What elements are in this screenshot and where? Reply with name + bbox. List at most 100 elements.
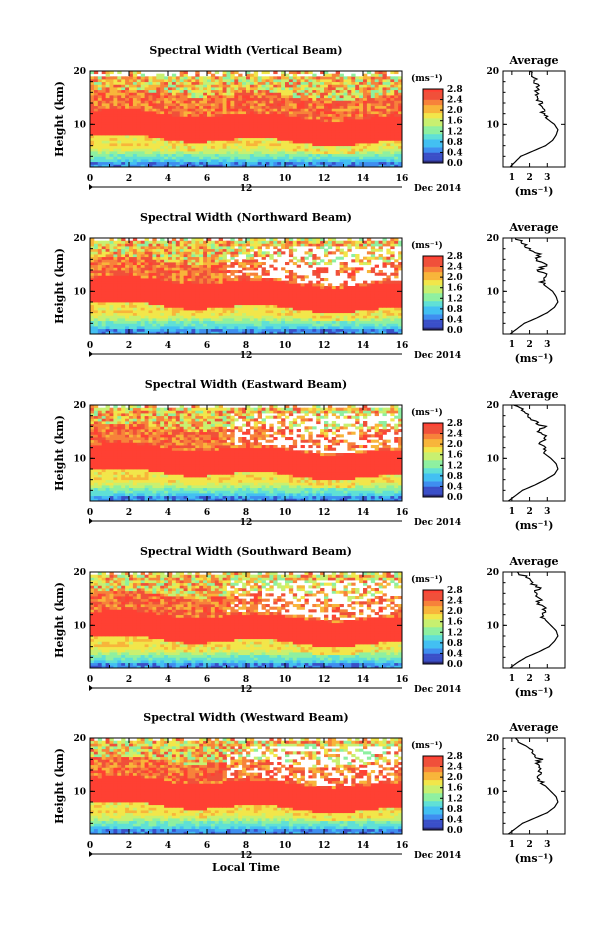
heatmap-cell (164, 302, 169, 306)
heatmap-cell (320, 270, 325, 274)
heatmap-cell (203, 288, 208, 292)
heatmap-cell (101, 135, 106, 139)
heatmap-cell (183, 286, 188, 290)
heatmap-cell (273, 291, 278, 295)
heatmap-cell (246, 294, 251, 298)
heatmap-cell (97, 331, 103, 335)
heatmap-cell (132, 105, 138, 109)
heatmap-cell (265, 323, 270, 327)
heatmap-cell (183, 294, 188, 298)
heatmap-cell (386, 328, 391, 332)
heatmap-cell (308, 127, 313, 131)
heatmap-cell (93, 159, 99, 163)
heatmap-cell (97, 307, 103, 311)
heatmap-cell (363, 148, 368, 152)
heatmap-cell (281, 304, 286, 308)
heatmap-cell (394, 312, 399, 316)
heatmap-cell (296, 259, 301, 263)
heatmap-cell (238, 111, 243, 115)
heatmap-cell (132, 159, 138, 163)
heatmap-cell (90, 137, 95, 141)
heatmap-cell (355, 129, 360, 133)
heatmap-cell (273, 124, 278, 128)
heatmap-cell (132, 81, 138, 85)
heatmap-cell (121, 318, 126, 322)
heatmap-cell (109, 153, 114, 157)
heatmap-cell (398, 103, 403, 107)
heatmap-cell (238, 270, 243, 274)
heatmap-cell (320, 103, 325, 107)
heatmap-cell (324, 286, 329, 290)
heatmap-cell (374, 148, 379, 152)
heatmap-cell (199, 148, 204, 152)
heatmap-cell (269, 148, 274, 152)
heatmap-cell (171, 286, 177, 290)
heatmap-cell (351, 119, 356, 123)
heatmap-cell (288, 156, 294, 160)
heatmap-cell (121, 275, 126, 279)
heatmap-cell (390, 121, 395, 125)
heatmap-cell (93, 111, 99, 115)
heatmap-cell (238, 73, 243, 77)
heatmap-cell (312, 97, 317, 101)
heatmap-cell (273, 81, 278, 85)
heatmap-cell (199, 302, 204, 306)
heatmap-cell (363, 145, 368, 149)
heatmap-cell (242, 132, 247, 136)
heatmap-cell (292, 89, 298, 93)
heatmap-cell (285, 105, 290, 109)
heatmap-cell (281, 119, 286, 123)
heatmap-cell (121, 95, 126, 99)
heatmap-cell (339, 262, 344, 266)
heatmap-cell (273, 87, 278, 91)
heatmap-cell (265, 304, 270, 308)
heatmap-cell (121, 288, 126, 292)
heatmap-cell (97, 84, 103, 88)
heatmap-cell (168, 161, 173, 165)
heatmap-cell (249, 151, 255, 155)
heatmap-cell (394, 79, 399, 83)
heatmap-cell (355, 299, 360, 303)
heatmap-cell (257, 140, 262, 144)
heatmap-cell (136, 124, 142, 128)
heatmap-cell (191, 318, 196, 322)
heatmap-cell (179, 259, 184, 263)
heatmap-cell (175, 283, 181, 287)
heatmap-cell (339, 323, 344, 327)
heatmap-cell (199, 331, 204, 335)
heatmap-cell (370, 124, 376, 128)
heatmap-cell (261, 302, 266, 306)
heatmap-cell (97, 132, 103, 136)
heatmap-cell (398, 145, 403, 149)
heatmap-cell (249, 299, 255, 303)
heatmap-cell (327, 328, 333, 332)
heatmap-cell (363, 164, 368, 168)
heatmap-cell (117, 137, 122, 141)
heatmap-cell (277, 135, 282, 139)
heatmap-cell (93, 272, 99, 276)
heatmap-cell (363, 119, 368, 123)
heatmap-cell (359, 328, 364, 332)
heatmap-cell (339, 315, 344, 319)
heatmap-cell (347, 143, 352, 147)
heatmap-cell (378, 79, 383, 83)
heatmap-cell (121, 286, 126, 290)
heatmap-cell (394, 121, 399, 125)
heatmap-cell (230, 73, 235, 77)
heatmap-cell (160, 124, 165, 128)
heatmap-cell (214, 105, 220, 109)
heatmap-cell (222, 307, 227, 311)
heatmap-cell (129, 129, 134, 133)
heatmap-cell (249, 304, 255, 308)
heatmap-cell (269, 127, 274, 131)
heatmap-cell (105, 286, 110, 290)
heatmap-cell (296, 121, 301, 125)
heatmap-cell (366, 331, 372, 335)
heatmap-cell (105, 81, 110, 85)
heatmap-cell (179, 81, 184, 85)
heatmap-cell (164, 280, 169, 284)
heatmap-cell (378, 76, 383, 80)
heatmap-cell (117, 323, 122, 327)
heatmap-cell (136, 156, 142, 160)
